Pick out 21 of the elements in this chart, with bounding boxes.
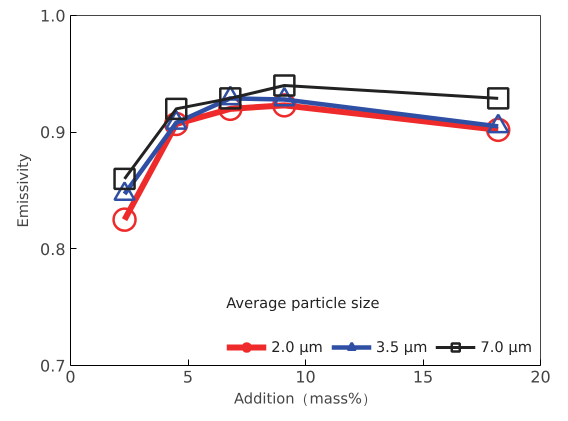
point	[112, 207, 137, 232]
point	[219, 87, 242, 110]
point	[486, 87, 510, 110]
legend-title: Average particle size	[226, 295, 380, 312]
y-tick-label: 0.7	[40, 356, 66, 376]
point	[113, 168, 136, 190]
x-axis-title: Addition（mass%）	[234, 390, 377, 408]
y-tick-label: 0.8	[40, 240, 66, 259]
legend-label: 7.0 µm	[480, 338, 532, 356]
x-tick-label: 10	[295, 368, 316, 386]
y-axis-title: Emissivity	[15, 153, 32, 228]
x-tick-label: 5	[182, 368, 194, 386]
point	[273, 74, 296, 97]
x-tick-label: 0	[65, 368, 76, 386]
legend-label: 2.0 µm	[271, 338, 323, 356]
x-tick-label: 20	[530, 368, 551, 386]
y-tick-label: 0.9	[40, 123, 66, 142]
y-tick-label: 1.0	[40, 6, 66, 26]
legend-label: 3.5 µm	[376, 338, 428, 356]
x-tick-label: 15	[412, 368, 434, 386]
point	[165, 98, 188, 120]
